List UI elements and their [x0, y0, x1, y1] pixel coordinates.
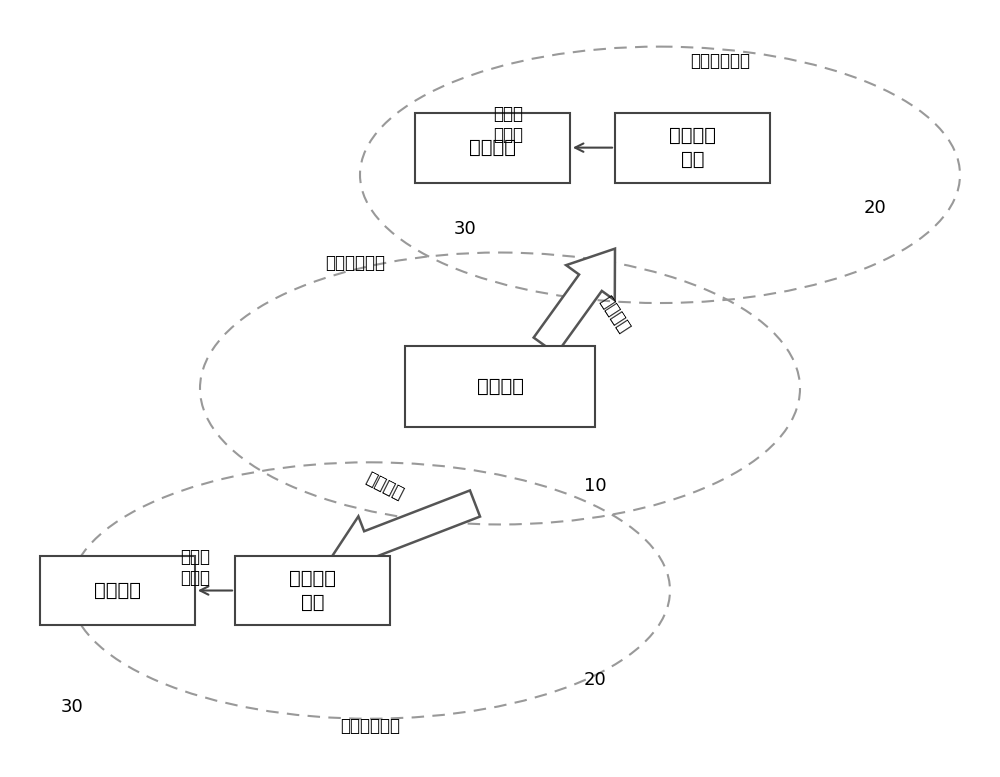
Text: 被控设备: 被控设备 [469, 138, 516, 157]
FancyBboxPatch shape [415, 113, 570, 183]
Text: 红外控制
设备: 红外控制 设备 [669, 127, 716, 169]
Text: 红外控制
设备: 红外控制 设备 [289, 570, 336, 611]
Text: 主控设备: 主控设备 [477, 377, 524, 396]
Text: 30: 30 [61, 698, 83, 716]
FancyBboxPatch shape [40, 556, 195, 625]
Text: 红外控
制指令: 红外控 制指令 [493, 105, 523, 144]
FancyBboxPatch shape [615, 113, 770, 183]
Text: 30: 30 [454, 220, 476, 239]
Text: 红外控制范围: 红外控制范围 [690, 51, 750, 70]
Text: 红外控
制指令: 红外控 制指令 [180, 548, 210, 587]
Text: 20: 20 [584, 671, 606, 689]
Text: 红外控制范围: 红外控制范围 [325, 253, 385, 272]
Text: 控制指令: 控制指令 [363, 469, 407, 503]
Text: 红外控制范围: 红外控制范围 [340, 717, 400, 736]
FancyArrow shape [330, 490, 480, 573]
FancyArrow shape [534, 249, 615, 354]
Text: 控制指令: 控制指令 [597, 293, 633, 336]
FancyBboxPatch shape [235, 556, 390, 625]
Text: 10: 10 [584, 476, 606, 495]
Text: 20: 20 [864, 199, 886, 218]
FancyBboxPatch shape [405, 346, 595, 427]
Text: 被控设备: 被控设备 [94, 581, 141, 600]
